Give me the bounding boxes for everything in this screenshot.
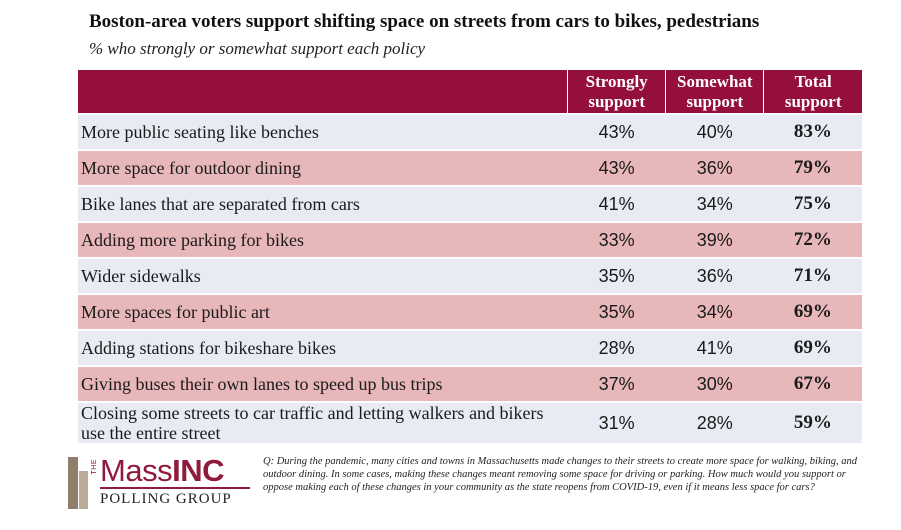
row-label: Adding more parking for bikes bbox=[78, 221, 568, 258]
strongly-value: 43% bbox=[567, 149, 666, 186]
total-value: 72% bbox=[763, 221, 862, 258]
row-label: More public seating like benches bbox=[78, 113, 568, 150]
total-value: 69% bbox=[763, 329, 862, 366]
row-label: Wider sidewalks bbox=[78, 257, 568, 294]
table-body: More public seating like benches 43% 40% 83… bbox=[78, 113, 862, 443]
table-row: Giving buses their own lanes to speed up… bbox=[78, 365, 862, 402]
total-value: 83% bbox=[763, 113, 862, 150]
table-row: More public seating like benches 43% 40% 83… bbox=[78, 113, 862, 150]
strongly-value: 35% bbox=[567, 257, 666, 294]
table-row: Adding more parking for bikes 33% 39% 72% bbox=[78, 221, 862, 258]
table-row: Bike lanes that are separated from cars 4… bbox=[78, 185, 862, 222]
row-label: Giving buses their own lanes to speed up… bbox=[78, 365, 568, 402]
question-text: Q: During the pandemic, many cities and … bbox=[263, 456, 858, 493]
logo-the: THE bbox=[91, 459, 98, 475]
row-label: More space for outdoor dining bbox=[78, 149, 568, 186]
somewhat-value: 36% bbox=[665, 257, 764, 294]
header-total: Total support bbox=[763, 70, 862, 114]
row-label: Bike lanes that are separated from cars bbox=[78, 185, 568, 222]
total-value: 67% bbox=[763, 365, 862, 402]
row-label: More spaces for public art bbox=[78, 293, 568, 330]
support-table: Strongly support Somewhat support Total … bbox=[78, 70, 862, 443]
logo-polling-group: POLLING GROUP bbox=[100, 487, 250, 509]
strongly-value: 37% bbox=[567, 365, 666, 402]
row-label: Closing some streets to car traffic and … bbox=[78, 401, 568, 443]
table-row: Wider sidewalks 35% 36% 71% bbox=[78, 257, 862, 294]
header-blank bbox=[78, 70, 568, 114]
header-row: Strongly support Somewhat support Total … bbox=[78, 70, 862, 114]
strongly-value: 31% bbox=[567, 401, 666, 443]
strongly-value: 28% bbox=[567, 329, 666, 366]
total-value: 75% bbox=[763, 185, 862, 222]
strongly-value: 35% bbox=[567, 293, 666, 330]
chart-subtitle: % who strongly or somewhat support each … bbox=[89, 39, 426, 58]
logo-name: MassINC bbox=[100, 453, 224, 488]
somewhat-value: 36% bbox=[665, 149, 764, 186]
total-value: 59% bbox=[763, 401, 862, 443]
somewhat-value: 28% bbox=[665, 401, 764, 443]
total-value: 79% bbox=[763, 149, 862, 186]
row-label: Adding stations for bikeshare bikes bbox=[78, 329, 568, 366]
strongly-value: 33% bbox=[567, 221, 666, 258]
somewhat-value: 30% bbox=[665, 365, 764, 402]
header-strongly: Strongly support bbox=[567, 70, 666, 114]
table-row: More space for outdoor dining 43% 36% 79% bbox=[78, 149, 862, 186]
chart-title: Boston-area voters support shifting spac… bbox=[89, 11, 760, 32]
strongly-value: 43% bbox=[567, 113, 666, 150]
logo-bars-graphic bbox=[68, 457, 90, 509]
header-somewhat: Somewhat support bbox=[665, 70, 764, 114]
table-row: More spaces for public art 35% 34% 69% bbox=[78, 293, 862, 330]
somewhat-value: 34% bbox=[665, 185, 764, 222]
somewhat-value: 40% bbox=[665, 113, 764, 150]
table-row: Adding stations for bikeshare bikes 28% 41… bbox=[78, 329, 862, 366]
somewhat-value: 34% bbox=[665, 293, 764, 330]
strongly-value: 41% bbox=[567, 185, 666, 222]
total-value: 69% bbox=[763, 293, 862, 330]
somewhat-value: 41% bbox=[665, 329, 764, 366]
massinc-logo: THE MassINC POLLING GROUP bbox=[68, 453, 253, 509]
total-value: 71% bbox=[763, 257, 862, 294]
table-row: Closing some streets to car traffic and … bbox=[78, 401, 862, 443]
somewhat-value: 39% bbox=[665, 221, 764, 258]
